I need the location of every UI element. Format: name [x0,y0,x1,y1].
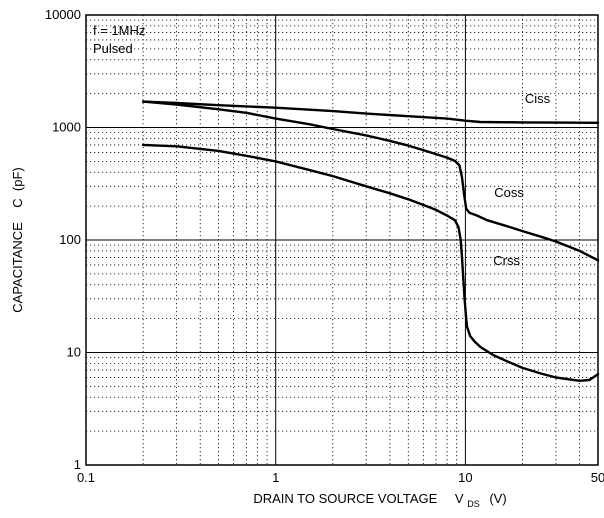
pulsed-note: Pulsed [93,41,133,56]
y-tick-label: 10 [67,345,81,360]
x-tick-label: 0.1 [77,470,95,485]
x-tick-label: 10 [458,470,472,485]
ciss-label: Ciss [525,91,551,106]
frequency-note: f = 1MHz [93,23,145,38]
y-tick-label: 1000 [52,120,81,135]
x-axis-title-unit: (V) [489,491,506,506]
coss-label: Coss [494,185,524,200]
x-tick-label: 1 [272,470,279,485]
y-tick-label: 1 [74,457,81,472]
major-grid [86,15,598,465]
crss-line [141,143,600,382]
x-axis-title-subscript: DS [467,499,480,509]
y-axis-title: CAPACITANCE C (pF) [10,167,25,312]
series-lines: Ciss Coss Crss [141,91,600,382]
crss-label: Crss [493,253,520,268]
plot-frame [85,14,599,466]
x-axis-title-text: DRAIN TO SOURCE VOLTAGE [253,491,437,506]
y-tick-labels: 1 10 100 1000 10000 [45,7,81,472]
y-tick-label: 100 [59,232,81,247]
y-tick-label: 10000 [45,7,81,22]
x-axis-title: DRAIN TO SOURCE VOLTAGE V DS (V) [253,491,506,510]
x-tick-label: 50 [591,470,604,485]
ciss-line [141,100,600,124]
coss-line [141,100,600,262]
x-axis-title-symbol: V [455,491,464,506]
x-tick-labels: 0.1 1 10 50 [77,470,604,485]
